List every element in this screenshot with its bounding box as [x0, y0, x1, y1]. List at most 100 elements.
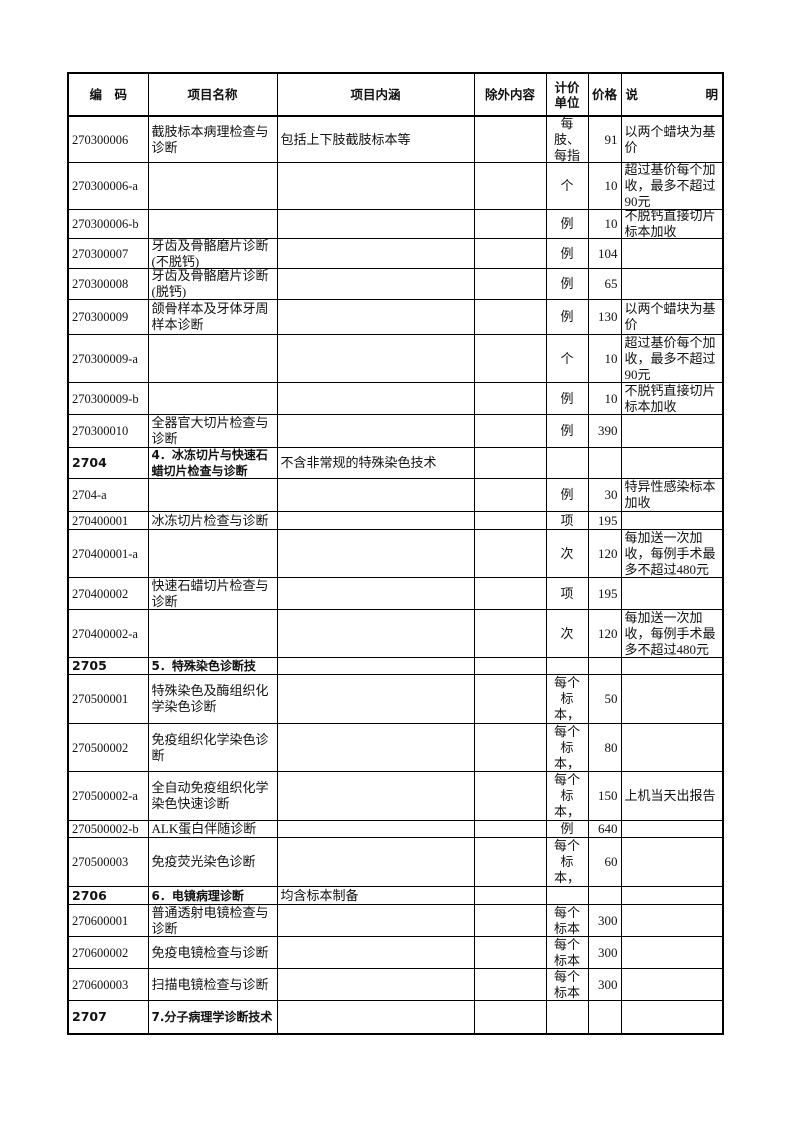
note-text: 每加送一次加收，每例手术最多不超过480元: [624, 610, 716, 657]
header-exclude-label: 除外内容: [484, 86, 535, 102]
content-text: [278, 970, 473, 1000]
table-row: 270500002-a 全自动免疫组织化学染色快速诊断 每个标本， 150 上机当天出报…: [67, 771, 724, 821]
price-text: 120: [598, 545, 618, 561]
unit-text: 例: [560, 390, 574, 406]
cell-note: [620, 968, 724, 1001]
unit-text: 例: [560, 245, 574, 261]
cell-price: 10: [587, 209, 622, 239]
name-text: [149, 164, 276, 209]
name-text: 4．冰冻切片与快速石蜡切片检查与诊断: [151, 448, 268, 478]
unit-text: 项: [560, 512, 574, 528]
exclude-text: [475, 938, 545, 968]
cell-unit: 例: [545, 414, 589, 448]
code-text: 270500001: [72, 692, 129, 706]
price-text: [589, 888, 620, 904]
cell-exclude: [473, 674, 547, 724]
cell-code: 270300006-b: [67, 209, 149, 239]
cell-note: [620, 511, 724, 530]
cell-unit: 例: [545, 382, 589, 415]
unit-text: 项: [560, 585, 574, 601]
cell-name: [147, 529, 278, 578]
cell-name: [147, 334, 278, 383]
note-text: [622, 659, 722, 674]
table-row: 270400001-a 次 120 每加送一次加收，每例手术最多不超过480元: [67, 529, 724, 578]
name-text: [149, 211, 276, 238]
exclude-text: [475, 839, 545, 886]
cell-name: ALK蛋白伴随诊断: [147, 820, 278, 838]
cell-exclude: [473, 209, 547, 239]
table-row: 270500001 特殊染色及酶组织化学染色诊断 每个标本， 50: [67, 674, 724, 724]
price-text: 150: [598, 788, 618, 803]
price-text: 104: [598, 245, 618, 261]
cell-code: 270300009-a: [67, 334, 149, 383]
price-text: 195: [598, 585, 618, 601]
code-text: 2704-a: [72, 488, 107, 502]
unit-text: [547, 1001, 587, 1033]
cell-code: 270500003: [67, 837, 149, 887]
cell-content: [276, 723, 475, 772]
cell-content: 包括上下肢截肢标本等: [276, 115, 475, 163]
note-text: [622, 822, 722, 837]
cell-note: 不脱钙直接切片标本加收: [620, 382, 724, 415]
content-text: [278, 579, 473, 609]
name-text: 牙齿及骨骼磨片诊断(不脱钙): [151, 239, 269, 268]
name-text: [149, 384, 276, 414]
exclude-text: [475, 888, 545, 904]
name-text: 颌骨样本及牙体牙周样本诊断: [151, 301, 269, 332]
table-row: 270600002 免疫电镜检查与诊断 每个标本 300: [67, 936, 724, 969]
header-name-label: 项目名称: [187, 86, 238, 102]
unit-text: 例: [560, 487, 574, 502]
cell-note: [620, 657, 724, 675]
exclude-text: [475, 611, 545, 657]
cell-name: [147, 162, 278, 210]
cell-price: 10: [587, 334, 622, 383]
table-row: 270300006-a 个 10 超过基价每个加收，最多不超过90元: [67, 162, 724, 210]
price-text: 300: [598, 976, 618, 992]
content-text: 均含标本制备: [280, 887, 359, 903]
code-text: 270500002-a: [72, 789, 138, 803]
cell-content: [276, 268, 475, 300]
cell-content: [276, 334, 475, 383]
name-text: 普通透射电镜检查与诊断: [151, 905, 269, 936]
cell-price: 150: [587, 771, 622, 821]
price-text: 390: [598, 423, 618, 438]
cell-code: 270300009: [67, 299, 149, 335]
table-row: 270300009-b 例 10 不脱钙直接切片标本加收: [67, 382, 724, 415]
content-text: [278, 416, 473, 447]
content-text: [278, 513, 473, 529]
name-text: [149, 611, 276, 657]
cell-code: 270400001-a: [67, 529, 149, 578]
cell-note: [620, 577, 724, 610]
cell-name: 免疫组织化学染色诊断: [147, 723, 278, 772]
cell-code: 270300007: [67, 238, 149, 269]
name-text: 全器官大切片检查与诊断: [151, 415, 269, 447]
cell-name: [147, 382, 278, 415]
name-text: [149, 480, 276, 511]
unit-text: 例: [560, 309, 574, 324]
code-text: 2707: [72, 1009, 107, 1024]
cell-unit: 每个标本: [545, 904, 589, 937]
exclude-text: [475, 164, 545, 209]
cell-unit: 每个标本，: [545, 837, 589, 887]
header-code-label: 编 码: [89, 86, 127, 102]
price-text: 65: [604, 276, 618, 291]
cell-unit: 例: [545, 299, 589, 335]
cell-content: 不含非常规的特殊染色技术: [276, 447, 475, 479]
cell-unit: 每个标本，: [545, 771, 589, 821]
code-text: 270400002: [72, 586, 129, 601]
note-text: 上机当天出报告: [624, 788, 716, 803]
price-text: 10: [604, 390, 618, 406]
cell-name: [147, 478, 278, 512]
content-text: [278, 301, 473, 334]
cell-exclude: [473, 511, 547, 530]
cell-exclude: [473, 837, 547, 887]
price-text: 10: [604, 216, 618, 231]
cell-code: 270500002-b: [67, 820, 149, 838]
cell-content: [276, 837, 475, 887]
cell-content: [276, 299, 475, 335]
cell-price: 60: [587, 837, 622, 887]
cell-name: 免疫电镜检查与诊断: [147, 936, 278, 969]
unit-text: 例: [560, 276, 574, 291]
cell-price: 50: [587, 674, 622, 724]
cell-content: [276, 609, 475, 658]
